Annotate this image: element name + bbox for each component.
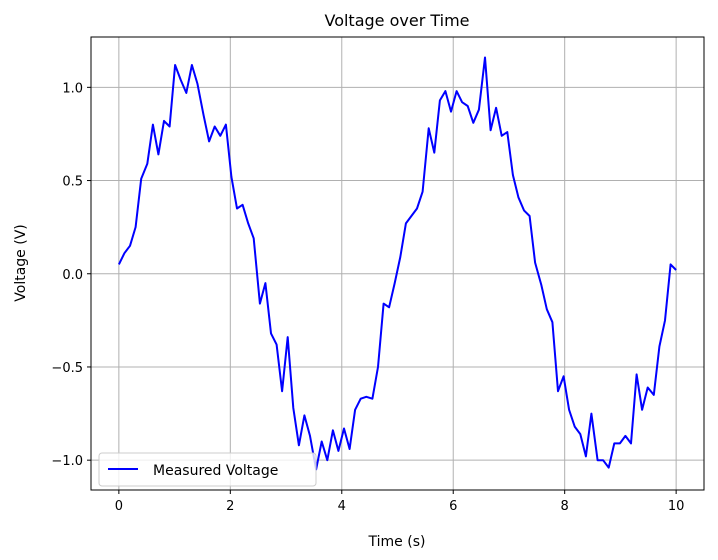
- x-tick-label: 4: [338, 499, 346, 514]
- x-tick-label: 0: [115, 499, 123, 514]
- y-tick-label: 1.0: [62, 81, 83, 96]
- y-tick-label: −0.5: [51, 361, 83, 376]
- legend-label: Measured Voltage: [153, 463, 278, 479]
- chart-title: Voltage over Time: [324, 11, 469, 30]
- axes-frame: [90, 36, 705, 491]
- y-axis-label: Voltage (V): [13, 224, 29, 301]
- legend: Measured Voltage: [98, 452, 317, 487]
- x-tick-label: 10: [668, 499, 685, 514]
- x-axis-label: Time (s): [368, 534, 426, 550]
- ticks: 0 2 4 6 8 10 −1.0 −0.5 0.0 0.5 1.0: [51, 81, 684, 514]
- grid: [91, 37, 704, 490]
- y-tick-label: 0.5: [62, 175, 83, 190]
- x-tick-label: 6: [449, 499, 457, 514]
- y-tick-label: 0.0: [62, 268, 83, 283]
- y-tick-label: −1.0: [51, 454, 83, 469]
- x-tick-label: 2: [226, 499, 234, 514]
- series-line-measured-voltage: [118, 56, 677, 471]
- legend-box: [98, 452, 317, 487]
- plot-area: [118, 56, 677, 471]
- x-tick-label: 8: [561, 499, 569, 514]
